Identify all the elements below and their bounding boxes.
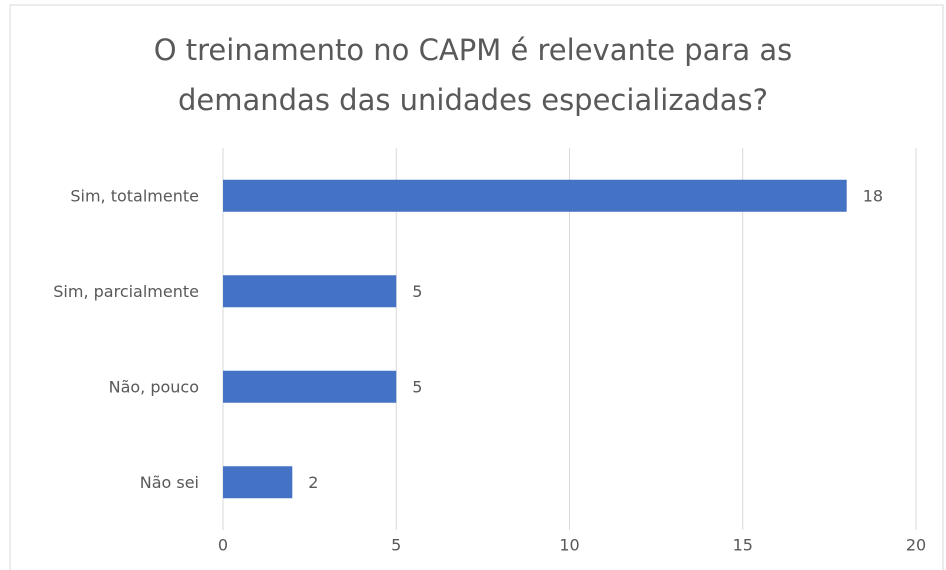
data-label: 5 xyxy=(412,282,422,301)
bar xyxy=(223,466,293,499)
chart-title: O treinamento no CAPM é relevante para a… xyxy=(153,33,793,117)
chart-border xyxy=(9,4,944,570)
data-label: 18 xyxy=(863,186,883,205)
bar xyxy=(223,179,847,212)
y-tick-label: Não, pouco xyxy=(109,377,199,396)
y-tick-label: Sim, totalmente xyxy=(70,186,199,205)
y-tick-label: Não sei xyxy=(140,473,199,492)
bar xyxy=(223,370,397,403)
x-tick-label: 20 xyxy=(906,536,926,555)
y-tick-label: Sim, parcialmente xyxy=(53,282,199,301)
x-tick-label: 5 xyxy=(391,536,401,555)
bar xyxy=(223,275,397,308)
data-label: 5 xyxy=(412,377,422,396)
data-label: 2 xyxy=(308,473,318,492)
x-tick-label: 0 xyxy=(218,536,228,555)
x-tick-label: 15 xyxy=(733,536,753,555)
x-tick-label: 10 xyxy=(559,536,579,555)
